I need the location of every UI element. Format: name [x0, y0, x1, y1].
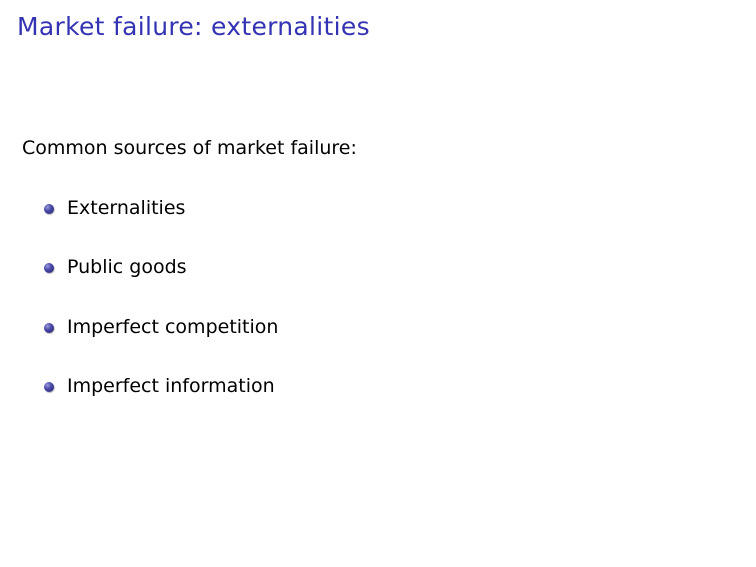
intro-text: Common sources of market failure:: [22, 137, 357, 159]
list-item-label: Externalities: [67, 197, 186, 219]
bullet-ball-icon: [44, 381, 54, 392]
list-item: Imperfect competition: [44, 315, 278, 374]
bullet-ball-icon: [44, 322, 54, 333]
list-item-label: Imperfect information: [67, 374, 275, 397]
bullet-list: Externalities Public goods Imperfect com…: [44, 196, 278, 433]
list-item-label: Public goods: [67, 256, 187, 279]
bullet-ball-icon: [44, 263, 54, 274]
list-item-label: Imperfect competition: [67, 315, 279, 338]
list-item: Imperfect information: [44, 374, 278, 433]
list-item: Public goods: [44, 255, 278, 314]
bullet-ball-icon: [44, 204, 54, 214]
slide-title: Market failure: externalities: [17, 12, 370, 41]
list-item: Externalities: [44, 196, 278, 255]
